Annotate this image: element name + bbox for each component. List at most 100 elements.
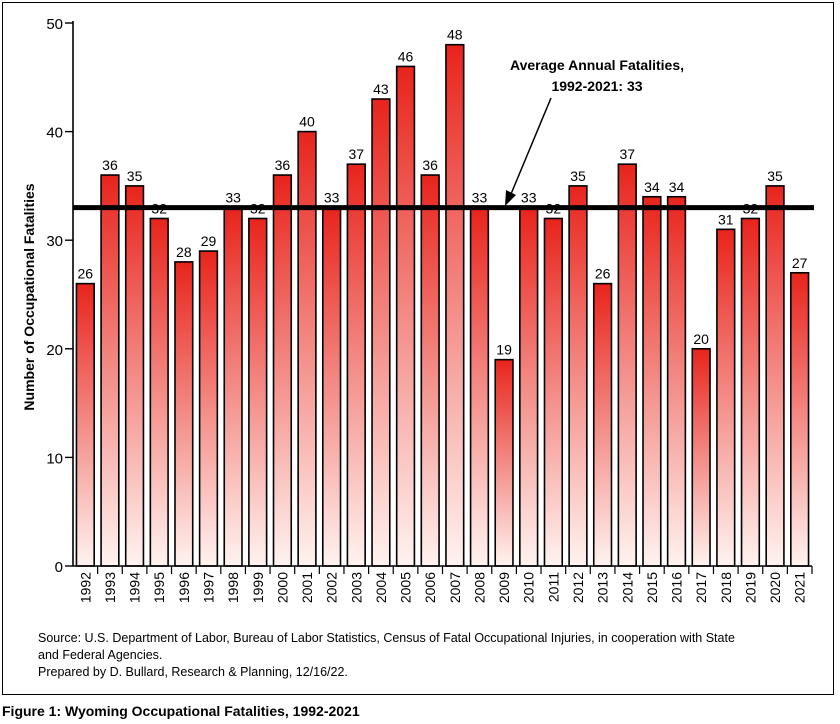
bar-2000 bbox=[272, 174, 293, 567]
x-tick-label-2007: 2007 bbox=[447, 572, 463, 603]
bar-chart: 1992 1993 1994 1995 1996 1997 1998 1999 2000 2001… bbox=[21, 16, 814, 603]
average-label-line1: Average Annual Fatalities, bbox=[510, 57, 684, 73]
average-arrow-head bbox=[505, 190, 516, 206]
bar-2017 bbox=[691, 347, 711, 567]
data-label-2007: 48 bbox=[447, 27, 463, 43]
x-tick-label-2012: 2012 bbox=[570, 572, 586, 603]
data-label-1998: 33 bbox=[225, 190, 241, 206]
data-label-2006: 36 bbox=[422, 157, 438, 173]
data-label-1994: 35 bbox=[127, 168, 143, 184]
x-tick-label-2006: 2006 bbox=[422, 572, 438, 603]
bar-2021 bbox=[790, 271, 810, 567]
x-tick-label-2020: 2020 bbox=[767, 572, 783, 603]
x-tick-label-1993: 1993 bbox=[102, 572, 118, 603]
x-tick-label-1992: 1992 bbox=[77, 572, 93, 603]
figure-caption: Figure 1: Wyoming Occupational Fatalitie… bbox=[2, 703, 360, 719]
x-tick-label-2011: 2011 bbox=[545, 572, 561, 602]
y-tick-label-20: 20 bbox=[46, 342, 63, 359]
data-label-2021: 27 bbox=[792, 255, 808, 271]
data-label-1997: 29 bbox=[201, 233, 217, 249]
x-tick-label-2001: 2001 bbox=[299, 572, 315, 603]
bar-2002 bbox=[321, 206, 342, 567]
source-line-1: Source: U.S. Department of Labor, Bureau… bbox=[38, 631, 735, 645]
data-label-2014: 37 bbox=[619, 146, 635, 162]
bar-1996 bbox=[174, 261, 194, 567]
data-label-2012: 35 bbox=[570, 168, 586, 184]
bar-2004 bbox=[371, 98, 391, 567]
y-axis-title: Number of Occupational Fatalities bbox=[21, 183, 37, 410]
bar-2010 bbox=[519, 206, 539, 567]
x-tick-label-2004: 2004 bbox=[373, 572, 389, 603]
bar-2014 bbox=[617, 163, 637, 567]
y-tick-label-50: 50 bbox=[46, 16, 63, 33]
x-tick-label-2018: 2018 bbox=[718, 572, 734, 603]
bar-2011 bbox=[543, 217, 564, 567]
y-tick-label-0: 0 bbox=[55, 559, 63, 576]
bar-2016 bbox=[666, 195, 687, 567]
bar-2020 bbox=[765, 185, 785, 567]
x-tick-label-2009: 2009 bbox=[496, 572, 512, 603]
bar-2009 bbox=[494, 358, 514, 567]
bar-2018 bbox=[716, 228, 736, 567]
x-tick-label-2015: 2015 bbox=[644, 572, 660, 603]
data-label-2004: 43 bbox=[373, 81, 389, 97]
bar-1993 bbox=[100, 174, 120, 567]
x-tick-label-2017: 2017 bbox=[693, 572, 709, 603]
x-tick-label-1997: 1997 bbox=[200, 572, 216, 603]
x-tick-label-1994: 1994 bbox=[127, 572, 143, 603]
data-label-2016: 34 bbox=[669, 179, 685, 195]
x-tick-label-2002: 2002 bbox=[324, 572, 340, 603]
source-line-2: and Federal Agencies. bbox=[38, 648, 163, 662]
x-tick-label-1998: 1998 bbox=[225, 572, 241, 603]
bar-1998 bbox=[223, 206, 243, 567]
bar-2005 bbox=[395, 65, 416, 567]
x-tick-label-1996: 1996 bbox=[176, 572, 192, 603]
prepared-by-line: Prepared by D. Bullard, Research & Plann… bbox=[38, 665, 348, 679]
x-tick-label-1995: 1995 bbox=[151, 572, 167, 603]
data-label-2001: 40 bbox=[299, 114, 315, 130]
y-tick-label-40: 40 bbox=[46, 125, 63, 142]
bar-2006 bbox=[420, 174, 440, 567]
data-label-2020: 35 bbox=[767, 168, 783, 184]
x-tick-label-2008: 2008 bbox=[471, 572, 487, 603]
data-label-2005: 46 bbox=[398, 48, 414, 64]
x-tick-label-2003: 2003 bbox=[348, 572, 364, 603]
x-tick-label-2000: 2000 bbox=[274, 572, 290, 603]
bar-1997 bbox=[198, 250, 219, 567]
data-label-2008: 33 bbox=[472, 190, 488, 206]
x-tick-label-1999: 1999 bbox=[250, 572, 266, 603]
data-label-2000: 36 bbox=[275, 157, 291, 173]
bar-2008 bbox=[469, 206, 490, 567]
bar-2013 bbox=[592, 282, 613, 567]
bar-1999 bbox=[248, 217, 268, 567]
bar-2001 bbox=[297, 130, 317, 567]
data-label-2017: 20 bbox=[693, 331, 709, 347]
data-label-1996: 28 bbox=[176, 244, 192, 260]
bar-1992 bbox=[75, 282, 95, 567]
x-tick-label-2013: 2013 bbox=[595, 572, 611, 603]
x-tick-label-2005: 2005 bbox=[398, 572, 414, 603]
x-tick-label-2010: 2010 bbox=[521, 572, 537, 603]
data-label-1992: 26 bbox=[78, 266, 94, 282]
data-label-2009: 19 bbox=[496, 342, 512, 358]
x-tick-label-2021: 2021 bbox=[792, 572, 808, 603]
bar-2015 bbox=[642, 195, 662, 567]
bar-2012 bbox=[568, 185, 588, 567]
data-label-1993: 36 bbox=[102, 157, 118, 173]
x-tick-label-2019: 2019 bbox=[742, 572, 758, 603]
average-arrow-shaft bbox=[510, 97, 552, 195]
data-label-2015: 34 bbox=[644, 179, 660, 195]
x-tick-label-2016: 2016 bbox=[669, 572, 685, 603]
bar-1994 bbox=[124, 185, 145, 567]
bar-2019 bbox=[740, 217, 761, 567]
bar-1995 bbox=[149, 217, 169, 567]
data-label-2013: 26 bbox=[595, 266, 611, 282]
bar-2007 bbox=[445, 43, 465, 567]
bar-2003 bbox=[346, 163, 366, 567]
data-label-2003: 37 bbox=[348, 146, 364, 162]
data-label-2018: 31 bbox=[718, 211, 734, 227]
data-label-2002: 33 bbox=[324, 190, 340, 206]
y-tick-label-10: 10 bbox=[46, 450, 63, 467]
average-label-line2: 1992-2021: 33 bbox=[551, 78, 642, 94]
y-tick-label-30: 30 bbox=[46, 233, 63, 250]
